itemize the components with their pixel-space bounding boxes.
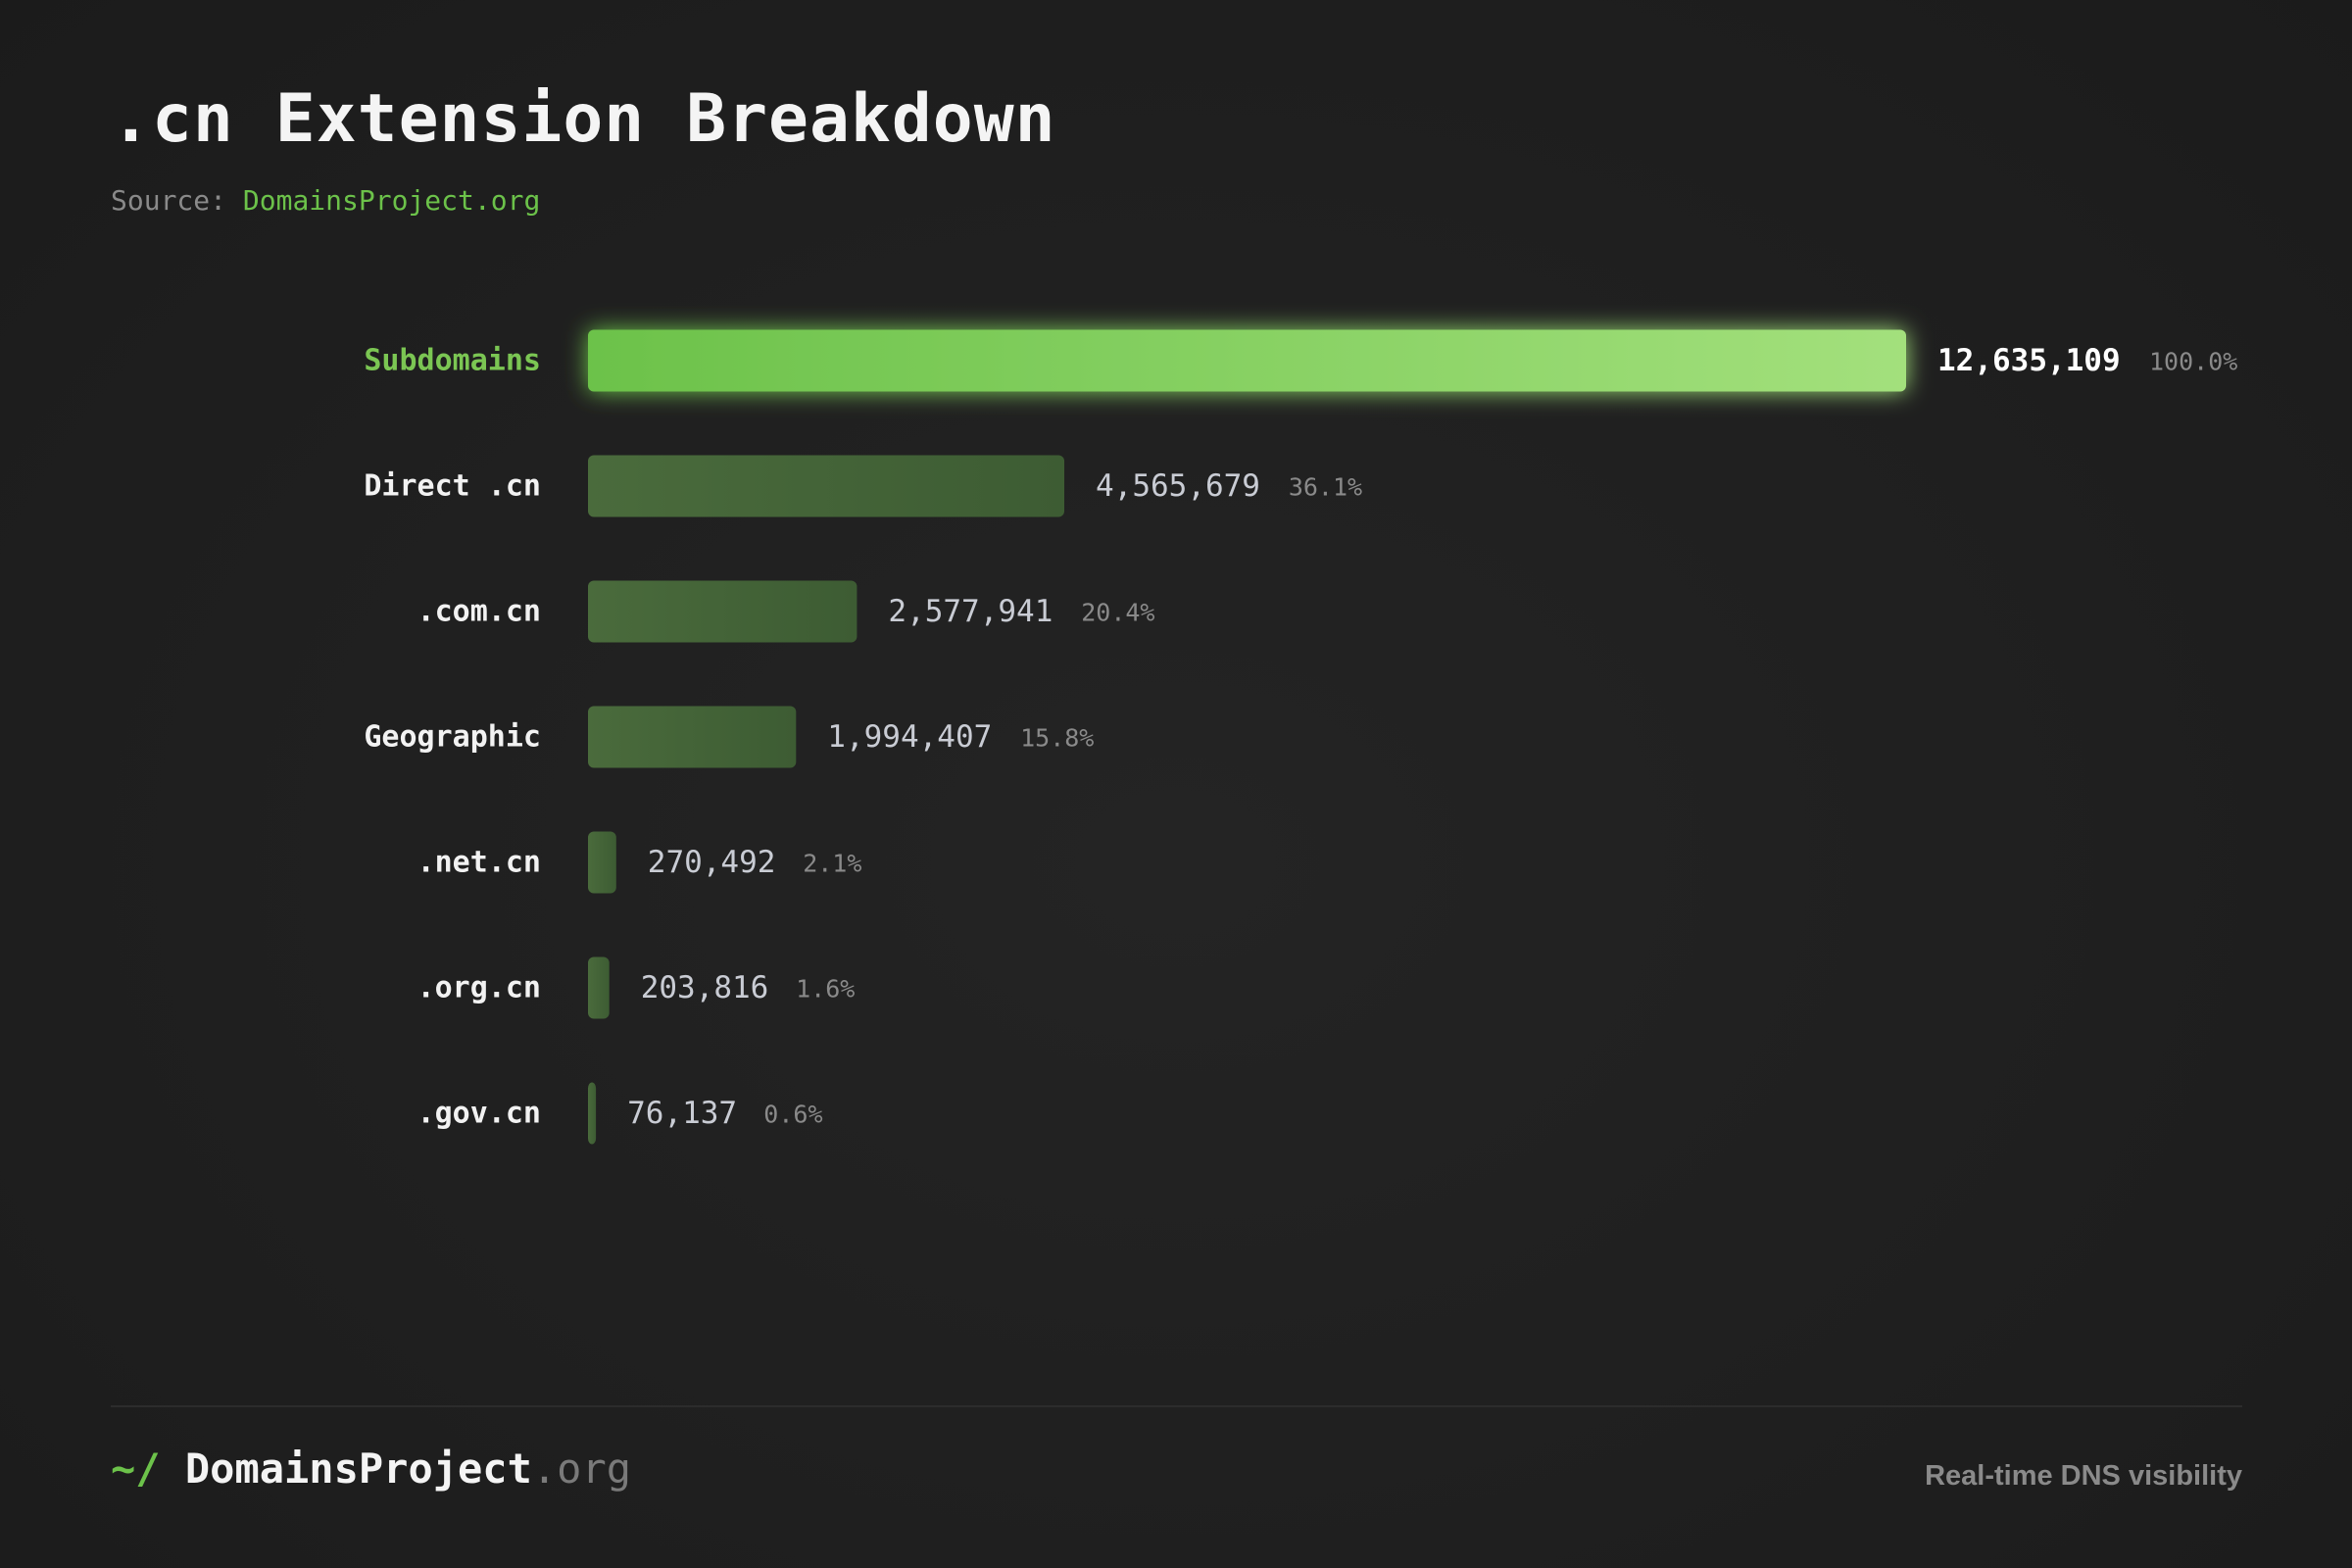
source-line: Source: DomainsProject.org: [111, 184, 540, 217]
value-label-net-cn: 270,492: [648, 845, 776, 880]
percent-label-subdomains: 100.0%: [2149, 348, 2237, 376]
bar-direct-cn[interactable]: [588, 455, 1065, 517]
percent-label-direct-cn: 36.1%: [1289, 473, 1362, 502]
category-label-net-cn: .net.cn: [417, 846, 541, 880]
category-label-com-cn: .com.cn: [417, 595, 541, 629]
category-label-org-cn: .org.cn: [417, 971, 541, 1005]
category-label-gov-cn: .gov.cn: [417, 1097, 541, 1131]
brand-prompt: ~/: [111, 1445, 161, 1493]
bar-com-cn[interactable]: [588, 580, 858, 643]
brand-logo[interactable]: ~/ DomainsProject.org: [111, 1445, 631, 1493]
value-label-org-cn: 203,816: [641, 970, 769, 1005]
bar-org-cn[interactable]: [588, 956, 610, 1019]
percent-label-org-cn: 1.6%: [796, 975, 855, 1004]
chart-title: .cn Extension Breakdown: [111, 80, 1056, 158]
bar-subdomains[interactable]: [588, 329, 1906, 392]
bar-geographic[interactable]: [588, 706, 797, 768]
source-label: Source:: [111, 184, 227, 217]
bar-chart: Subdomains 12,635,109 100.0% Direct .cn 4,56…: [364, 329, 2237, 1145]
value-label-gov-cn: 76,137: [627, 1096, 737, 1131]
value-label-subdomains: 12,635,109: [1937, 343, 2121, 378]
footer-divider: [111, 1405, 2242, 1407]
value-label-com-cn: 2,577,941: [888, 594, 1053, 629]
percent-label-com-cn: 20.4%: [1081, 599, 1154, 627]
percent-label-net-cn: 2.1%: [803, 850, 861, 878]
percent-label-gov-cn: 0.6%: [763, 1101, 822, 1129]
brand-name: DomainsProject: [184, 1445, 532, 1493]
category-label-direct-cn: Direct .cn: [364, 469, 541, 504]
brand-tld: .org: [531, 1445, 632, 1493]
value-label-direct-cn: 4,565,679: [1096, 468, 1260, 504]
value-label-geographic: 1,994,407: [827, 719, 992, 755]
bar-gov-cn[interactable]: [588, 1082, 597, 1145]
bar-net-cn[interactable]: [588, 831, 616, 894]
percent-label-geographic: 15.8%: [1020, 724, 1094, 753]
category-label-geographic: Geographic: [364, 720, 541, 755]
source-link[interactable]: DomainsProject.org: [242, 184, 541, 217]
tagline: Real-time DNS visibility: [1925, 1460, 2242, 1492]
category-label-subdomains: Subdomains: [364, 344, 541, 378]
